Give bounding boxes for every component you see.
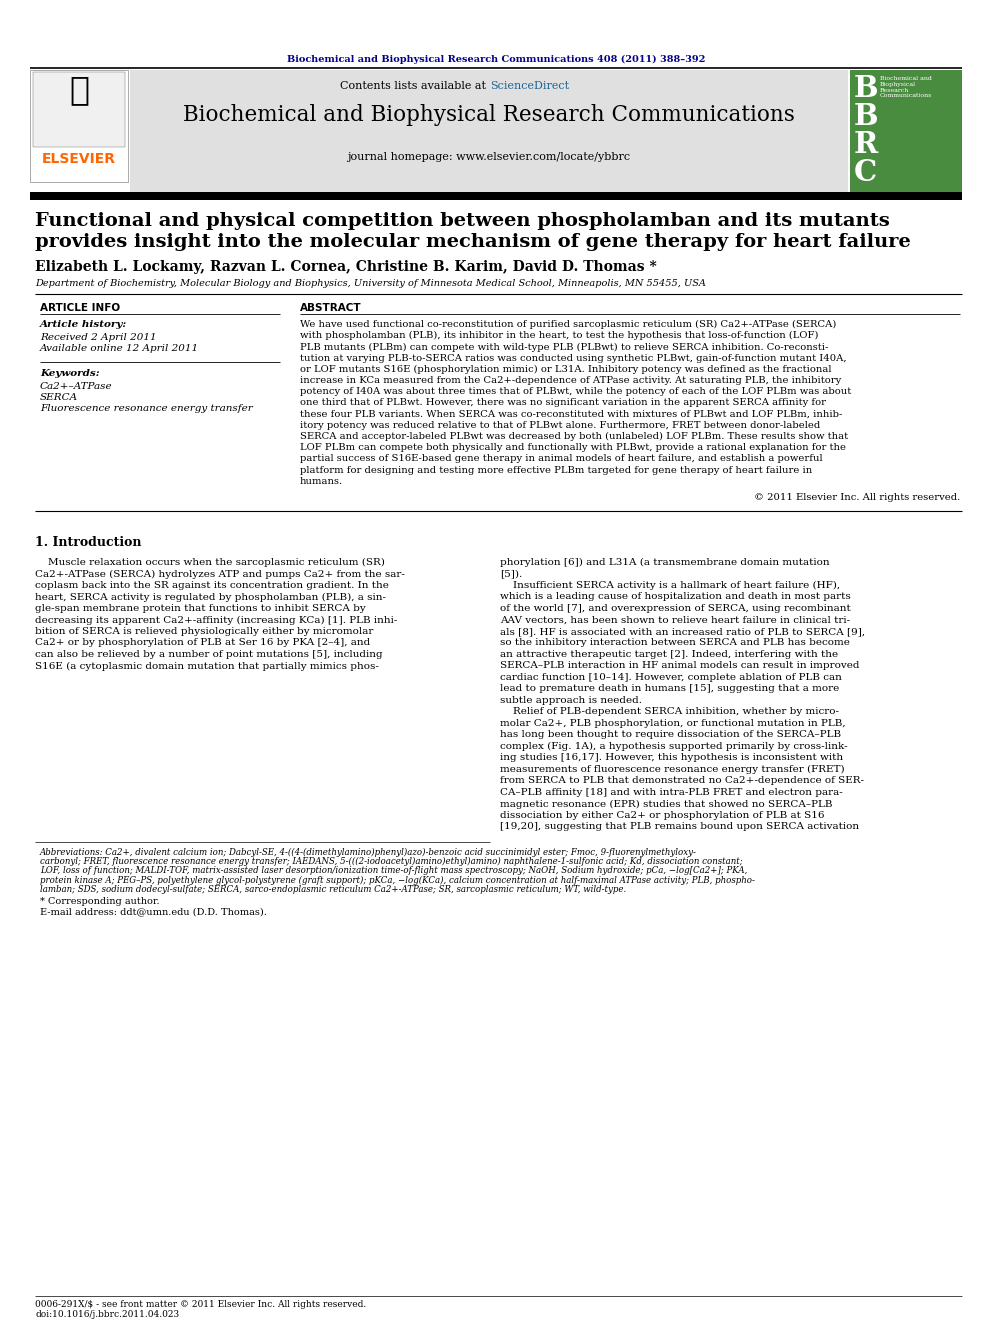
Text: Biochemical and
Biophysical
Research
Communications: Biochemical and Biophysical Research Com… — [880, 75, 932, 98]
Text: provides insight into the molecular mechanism of gene therapy for heart failure: provides insight into the molecular mech… — [35, 233, 911, 251]
Text: [19,20], suggesting that PLB remains bound upon SERCA activation: [19,20], suggesting that PLB remains bou… — [500, 823, 859, 831]
Text: with phospholamban (PLB), its inhibitor in the heart, to test the hypothesis tha: with phospholamban (PLB), its inhibitor … — [300, 331, 818, 340]
Text: tution at varying PLB-to-SERCA ratios was conducted using synthetic PLBwt, gain-: tution at varying PLB-to-SERCA ratios wa… — [300, 353, 846, 363]
Text: 0006-291X/$ - see front matter © 2011 Elsevier Inc. All rights reserved.: 0006-291X/$ - see front matter © 2011 El… — [35, 1301, 366, 1308]
Text: S16E (a cytoplasmic domain mutation that partially mimics phos-: S16E (a cytoplasmic domain mutation that… — [35, 662, 379, 671]
Text: which is a leading cause of hospitalization and death in most parts: which is a leading cause of hospitalizat… — [500, 593, 851, 602]
Text: Ca2+-ATPase (SERCA) hydrolyzes ATP and pumps Ca2+ from the sar-: Ca2+-ATPase (SERCA) hydrolyzes ATP and p… — [35, 569, 405, 578]
Text: humans.: humans. — [300, 476, 343, 486]
Text: [5]).: [5]). — [500, 569, 522, 578]
Text: dissociation by either Ca2+ or phosphorylation of PLB at S16: dissociation by either Ca2+ or phosphory… — [500, 811, 824, 820]
Text: We have used functional co-reconstitution of purified sarcoplasmic reticulum (SR: We have used functional co-reconstitutio… — [300, 320, 836, 329]
Text: carbonyl; FRET, fluorescence resonance energy transfer; IAEDANS, 5-(((2-iodoacet: carbonyl; FRET, fluorescence resonance e… — [40, 857, 743, 867]
Text: from SERCA to PLB that demonstrated no Ca2+-dependence of SER-: from SERCA to PLB that demonstrated no C… — [500, 777, 864, 786]
Text: Abbreviations: Ca2+, divalent calcium ion; Dabcyl-SE, 4-((4-(dimethylamino)pheny: Abbreviations: Ca2+, divalent calcium io… — [40, 848, 696, 857]
FancyBboxPatch shape — [30, 192, 962, 200]
FancyBboxPatch shape — [130, 70, 848, 192]
Text: Fluorescence resonance energy transfer: Fluorescence resonance energy transfer — [40, 404, 253, 413]
Text: partial success of S16E-based gene therapy in animal models of heart failure, an: partial success of S16E-based gene thera… — [300, 454, 822, 463]
Text: complex (Fig. 1A), a hypothesis supported primarily by cross-link-: complex (Fig. 1A), a hypothesis supporte… — [500, 742, 847, 751]
Text: ScienceDirect: ScienceDirect — [490, 81, 569, 91]
Text: B: B — [854, 74, 879, 103]
Text: Elizabeth L. Lockamy, Razvan L. Cornea, Christine B. Karim, David D. Thomas *: Elizabeth L. Lockamy, Razvan L. Cornea, … — [35, 261, 657, 274]
Text: ABSTRACT: ABSTRACT — [300, 303, 362, 314]
Text: bition of SERCA is relieved physiologically either by micromolar: bition of SERCA is relieved physiologica… — [35, 627, 373, 636]
Text: AAV vectors, has been shown to relieve heart failure in clinical tri-: AAV vectors, has been shown to relieve h… — [500, 615, 850, 624]
Text: 🌳: 🌳 — [69, 74, 89, 106]
Text: Functional and physical competition between phospholamban and its mutants: Functional and physical competition betw… — [35, 212, 890, 230]
Text: lead to premature death in humans [15], suggesting that a more: lead to premature death in humans [15], … — [500, 684, 839, 693]
Text: ELSEVIER: ELSEVIER — [42, 152, 116, 165]
FancyBboxPatch shape — [33, 71, 125, 147]
Text: Muscle relaxation occurs when the sarcoplasmic reticulum (SR): Muscle relaxation occurs when the sarcop… — [35, 558, 385, 568]
Text: platform for designing and testing more effective PLBm targeted for gene therapy: platform for designing and testing more … — [300, 466, 812, 475]
Text: molar Ca2+, PLB phosphorylation, or functional mutation in PLB,: molar Ca2+, PLB phosphorylation, or func… — [500, 718, 845, 728]
Text: coplasm back into the SR against its concentration gradient. In the: coplasm back into the SR against its con… — [35, 581, 389, 590]
Text: of the world [7], and overexpression of SERCA, using recombinant: of the world [7], and overexpression of … — [500, 605, 851, 613]
Text: potency of I40A was about three times that of PLBwt, while the potency of each o: potency of I40A was about three times th… — [300, 388, 851, 396]
Text: E-mail address: ddt@umn.edu (D.D. Thomas).: E-mail address: ddt@umn.edu (D.D. Thomas… — [40, 908, 267, 916]
Text: Relief of PLB-dependent SERCA inhibition, whether by micro-: Relief of PLB-dependent SERCA inhibition… — [500, 708, 839, 717]
Text: has long been thought to require dissociation of the SERCA–PLB: has long been thought to require dissoci… — [500, 730, 841, 740]
Text: als [8]. HF is associated with an increased ratio of PLB to SERCA [9],: als [8]. HF is associated with an increa… — [500, 627, 865, 636]
Text: R: R — [854, 130, 878, 159]
FancyBboxPatch shape — [30, 70, 128, 183]
Text: measurements of fluorescence resonance energy transfer (FRET): measurements of fluorescence resonance e… — [500, 765, 844, 774]
Text: ARTICLE INFO: ARTICLE INFO — [40, 303, 120, 314]
Text: heart, SERCA activity is regulated by phospholamban (PLB), a sin-: heart, SERCA activity is regulated by ph… — [35, 593, 386, 602]
Text: gle-span membrane protein that functions to inhibit SERCA by: gle-span membrane protein that functions… — [35, 605, 366, 613]
Text: SERCA–PLB interaction in HF animal models can result in improved: SERCA–PLB interaction in HF animal model… — [500, 662, 859, 671]
Text: magnetic resonance (EPR) studies that showed no SERCA–PLB: magnetic resonance (EPR) studies that sh… — [500, 799, 832, 808]
Text: Ca2+ or by phosphorylation of PLB at Ser 16 by PKA [2–4], and: Ca2+ or by phosphorylation of PLB at Ser… — [35, 639, 370, 647]
Text: lamban; SDS, sodium dodecyl-sulfate; SERCA, sarco-endoplasmic reticulum Ca2+-ATP: lamban; SDS, sodium dodecyl-sulfate; SER… — [40, 885, 626, 894]
Text: Insufficient SERCA activity is a hallmark of heart failure (HF),: Insufficient SERCA activity is a hallmar… — [500, 581, 840, 590]
Text: LOF PLBm can compete both physically and functionally with PLBwt, provide a rati: LOF PLBm can compete both physically and… — [300, 443, 846, 452]
Text: Keywords:: Keywords: — [40, 369, 99, 378]
Text: © 2011 Elsevier Inc. All rights reserved.: © 2011 Elsevier Inc. All rights reserved… — [754, 493, 960, 501]
Text: B: B — [854, 102, 879, 131]
Text: Received 2 April 2011: Received 2 April 2011 — [40, 333, 157, 343]
Text: journal homepage: www.elsevier.com/locate/ybbrc: journal homepage: www.elsevier.com/locat… — [347, 152, 631, 161]
Text: cardiac function [10–14]. However, complete ablation of PLB can: cardiac function [10–14]. However, compl… — [500, 673, 842, 681]
Text: protein kinase A; PEG–PS, polyethylene glycol-polystyrene (graft support); pKCa,: protein kinase A; PEG–PS, polyethylene g… — [40, 876, 755, 885]
Text: itory potency was reduced relative to that of PLBwt alone. Furthermore, FRET bet: itory potency was reduced relative to th… — [300, 421, 820, 430]
Text: Department of Biochemistry, Molecular Biology and Biophysics, University of Minn: Department of Biochemistry, Molecular Bi… — [35, 279, 706, 288]
Text: these four PLB variants. When SERCA was co-reconstituted with mixtures of PLBwt : these four PLB variants. When SERCA was … — [300, 410, 842, 418]
Text: increase in KCa measured from the Ca2+-dependence of ATPase activity. At saturat: increase in KCa measured from the Ca2+-d… — [300, 376, 841, 385]
Text: Biochemical and Biophysical Research Communications: Biochemical and Biophysical Research Com… — [184, 105, 795, 126]
Text: ing studies [16,17]. However, this hypothesis is inconsistent with: ing studies [16,17]. However, this hypot… — [500, 754, 843, 762]
Text: LOF, loss of function; MALDI-TOF, matrix-assisted laser desorption/ionization ti: LOF, loss of function; MALDI-TOF, matrix… — [40, 867, 747, 876]
Text: PLB mutants (PLBm) can compete with wild-type PLB (PLBwt) to relieve SERCA inhib: PLB mutants (PLBm) can compete with wild… — [300, 343, 828, 352]
Text: Biochemical and Biophysical Research Communications 408 (2011) 388–392: Biochemical and Biophysical Research Com… — [287, 56, 705, 64]
Text: Available online 12 April 2011: Available online 12 April 2011 — [40, 344, 199, 353]
Text: * Corresponding author.: * Corresponding author. — [40, 897, 160, 906]
Text: Contents lists available at: Contents lists available at — [339, 81, 489, 91]
FancyBboxPatch shape — [850, 70, 962, 192]
Text: subtle approach is needed.: subtle approach is needed. — [500, 696, 642, 705]
Text: an attractive therapeutic target [2]. Indeed, interfering with the: an attractive therapeutic target [2]. In… — [500, 650, 838, 659]
Text: 1. Introduction: 1. Introduction — [35, 536, 142, 549]
Text: C: C — [854, 157, 877, 187]
Text: decreasing its apparent Ca2+-affinity (increasing KCa) [1]. PLB inhi-: decreasing its apparent Ca2+-affinity (i… — [35, 615, 398, 624]
Text: so the inhibitory interaction between SERCA and PLB has become: so the inhibitory interaction between SE… — [500, 639, 850, 647]
Text: doi:10.1016/j.bbrc.2011.04.023: doi:10.1016/j.bbrc.2011.04.023 — [35, 1310, 180, 1319]
Text: CA–PLB affinity [18] and with intra-PLB FRET and electron para-: CA–PLB affinity [18] and with intra-PLB … — [500, 789, 843, 796]
Text: or LOF mutants S16E (phosphorylation mimic) or L31A. Inhibitory potency was defi: or LOF mutants S16E (phosphorylation mim… — [300, 365, 831, 374]
Text: phorylation [6]) and L31A (a transmembrane domain mutation: phorylation [6]) and L31A (a transmembra… — [500, 558, 829, 568]
Text: one third that of PLBwt. However, there was no significant variation in the appa: one third that of PLBwt. However, there … — [300, 398, 826, 407]
Text: SERCA: SERCA — [40, 393, 78, 402]
Text: SERCA and acceptor-labeled PLBwt was decreased by both (unlabeled) LOF PLBm. The: SERCA and acceptor-labeled PLBwt was dec… — [300, 433, 848, 441]
Text: Ca2+–ATPase: Ca2+–ATPase — [40, 382, 113, 392]
Text: Article history:: Article history: — [40, 320, 127, 329]
Text: can also be relieved by a number of point mutations [5], including: can also be relieved by a number of poin… — [35, 650, 383, 659]
